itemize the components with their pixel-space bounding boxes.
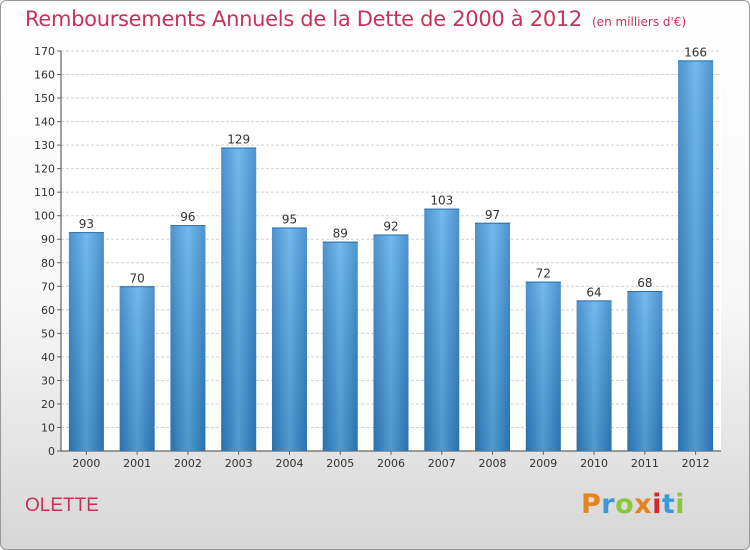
y-tick-label: 120	[34, 163, 55, 176]
y-tick-label: 30	[41, 374, 55, 387]
bar-2005	[322, 241, 358, 451]
x-tick-label: 2003	[225, 457, 253, 470]
bar-2011	[627, 291, 663, 451]
bar-shade	[678, 60, 714, 451]
logo-letter: i	[652, 489, 662, 520]
bar-2007	[424, 208, 460, 451]
data-label: 96	[180, 210, 195, 224]
bar-shade	[271, 227, 307, 451]
y-tick-label: 130	[34, 139, 55, 152]
labels: 0 10 20 30 40 50 60 70 80 90 100 110 120 130 140 150 160…	[34, 45, 710, 470]
y-tick-label: 100	[34, 210, 55, 223]
y-tick-label: 70	[41, 280, 55, 293]
bar-2002	[170, 225, 206, 451]
bar-2003	[221, 147, 257, 451]
data-label: 68	[637, 276, 652, 290]
bar-2004	[271, 227, 307, 451]
x-tick-label: 2006	[377, 457, 405, 470]
y-tick-label: 0	[48, 445, 55, 458]
data-label: 95	[282, 212, 297, 226]
bars	[68, 60, 714, 451]
bar-shade	[525, 281, 561, 451]
chart-title: Remboursements Annuels de la Dette de 20…	[25, 7, 686, 31]
bar-shade	[119, 286, 155, 451]
data-label: 97	[485, 208, 500, 222]
y-tick-label: 50	[41, 327, 55, 340]
y-tick-label: 10	[41, 421, 55, 434]
bar-2009	[525, 281, 561, 451]
chart-subtitle: (en milliers d'€)	[592, 15, 687, 29]
y-tick-label: 140	[34, 116, 55, 129]
logo-letter: i	[675, 489, 686, 520]
data-label: 129	[227, 132, 250, 146]
bar-2008	[475, 222, 511, 451]
chart-title-text: Remboursements Annuels de la Dette de 20…	[25, 7, 582, 31]
x-tick-label: 2009	[529, 457, 557, 470]
x-tick-label: 2012	[682, 457, 710, 470]
bar-2001	[119, 286, 155, 451]
x-tick-label: 2000	[72, 457, 100, 470]
logo-letter: x	[634, 489, 653, 520]
bar-shade	[424, 208, 460, 451]
data-label: 93	[79, 217, 94, 231]
y-tick-label: 160	[34, 69, 55, 82]
data-label: 92	[383, 220, 398, 234]
bar-shade	[221, 147, 257, 451]
bar-2000	[68, 232, 104, 451]
y-tick-label: 150	[34, 92, 55, 105]
bar-shade	[475, 222, 511, 451]
y-tick-label: 60	[41, 304, 55, 317]
logo-letter: r	[601, 489, 616, 520]
x-tick-label: 2002	[174, 457, 202, 470]
y-tick-label: 80	[41, 257, 55, 270]
x-tick-label: 2005	[326, 457, 354, 470]
commune-name: OLETTE	[25, 495, 99, 516]
bar-shade	[373, 234, 409, 451]
x-tick-label: 2011	[631, 457, 659, 470]
data-label: 103	[430, 194, 453, 208]
logo-letter: t	[661, 489, 676, 520]
logo-letter: o	[615, 489, 635, 520]
data-label: 70	[130, 271, 145, 285]
data-label: 64	[586, 285, 601, 299]
bar-shade	[170, 225, 206, 451]
bar-shade	[576, 300, 612, 451]
y-tick-label: 110	[34, 186, 55, 199]
bar-2010	[576, 300, 612, 451]
y-tick-label: 90	[41, 233, 55, 246]
y-tick-label: 20	[41, 398, 55, 411]
data-label: 89	[333, 227, 348, 241]
y-tick-label: 40	[41, 351, 55, 364]
bar-2012	[678, 60, 714, 451]
x-tick-label: 2001	[123, 457, 151, 470]
bar-shade	[68, 232, 104, 451]
x-tick-label: 2004	[275, 457, 303, 470]
logo-letter: P	[581, 489, 602, 520]
x-tick-label: 2007	[428, 457, 456, 470]
x-tick-label: 2010	[580, 457, 608, 470]
bar-shade	[627, 291, 663, 451]
bar-2006	[373, 234, 409, 451]
bar-shade	[322, 241, 358, 451]
proxiti-logo: Proxiti	[581, 489, 685, 520]
data-label: 72	[536, 267, 551, 281]
y-tick-label: 170	[34, 45, 55, 58]
data-label: 166	[684, 45, 707, 59]
x-tick-label: 2008	[479, 457, 507, 470]
